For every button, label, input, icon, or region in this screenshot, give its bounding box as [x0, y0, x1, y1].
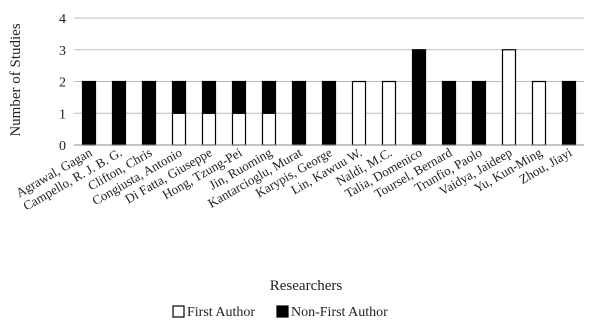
bar-segment-first-author — [171, 112, 187, 146]
bar-segment-non-first-author — [411, 49, 427, 146]
y-tick-label: 3 — [59, 44, 66, 59]
y-axis-ticks: 0 1 2 3 4 — [59, 12, 66, 154]
y-tick-label: 1 — [59, 107, 66, 122]
bar-segment-non-first-author — [81, 80, 97, 146]
bar-segment-non-first-author — [441, 80, 457, 146]
bar-segment-non-first-author — [471, 80, 487, 146]
bar-segment-first-author — [381, 80, 397, 146]
bar-segment-first-author — [501, 49, 517, 146]
y-tick-label: 2 — [59, 76, 66, 91]
bar-segment-non-first-author — [231, 80, 247, 114]
bars — [81, 49, 577, 146]
bar-segment-non-first-author — [201, 80, 217, 114]
x-axis-title: Researchers — [270, 278, 343, 294]
bar-segment-non-first-author — [291, 80, 307, 146]
bar-segment-non-first-author — [261, 80, 277, 114]
bar-segment-first-author — [531, 80, 547, 146]
y-tick-label: 0 — [59, 139, 66, 154]
y-tick-label: 4 — [59, 12, 66, 27]
bar-segment-first-author — [351, 80, 367, 146]
bar-segment-non-first-author — [561, 80, 577, 146]
bar-segment-non-first-author — [171, 80, 187, 114]
bar-segment-first-author — [261, 112, 277, 146]
legend: First Author Non-First Author — [172, 305, 388, 320]
legend-label-non-first-author: Non-First Author — [291, 305, 388, 320]
bar-segment-non-first-author — [321, 80, 337, 146]
bar-segment-first-author — [201, 112, 217, 146]
legend-swatch-first-author — [172, 305, 185, 318]
bar-segment-non-first-author — [111, 80, 127, 146]
y-axis-title: Number of Studies — [8, 23, 24, 136]
legend-label-first-author: First Author — [187, 305, 255, 320]
bar-segment-first-author — [231, 112, 247, 146]
legend-swatch-non-first-author — [276, 305, 289, 318]
bar-segment-non-first-author — [141, 80, 157, 146]
